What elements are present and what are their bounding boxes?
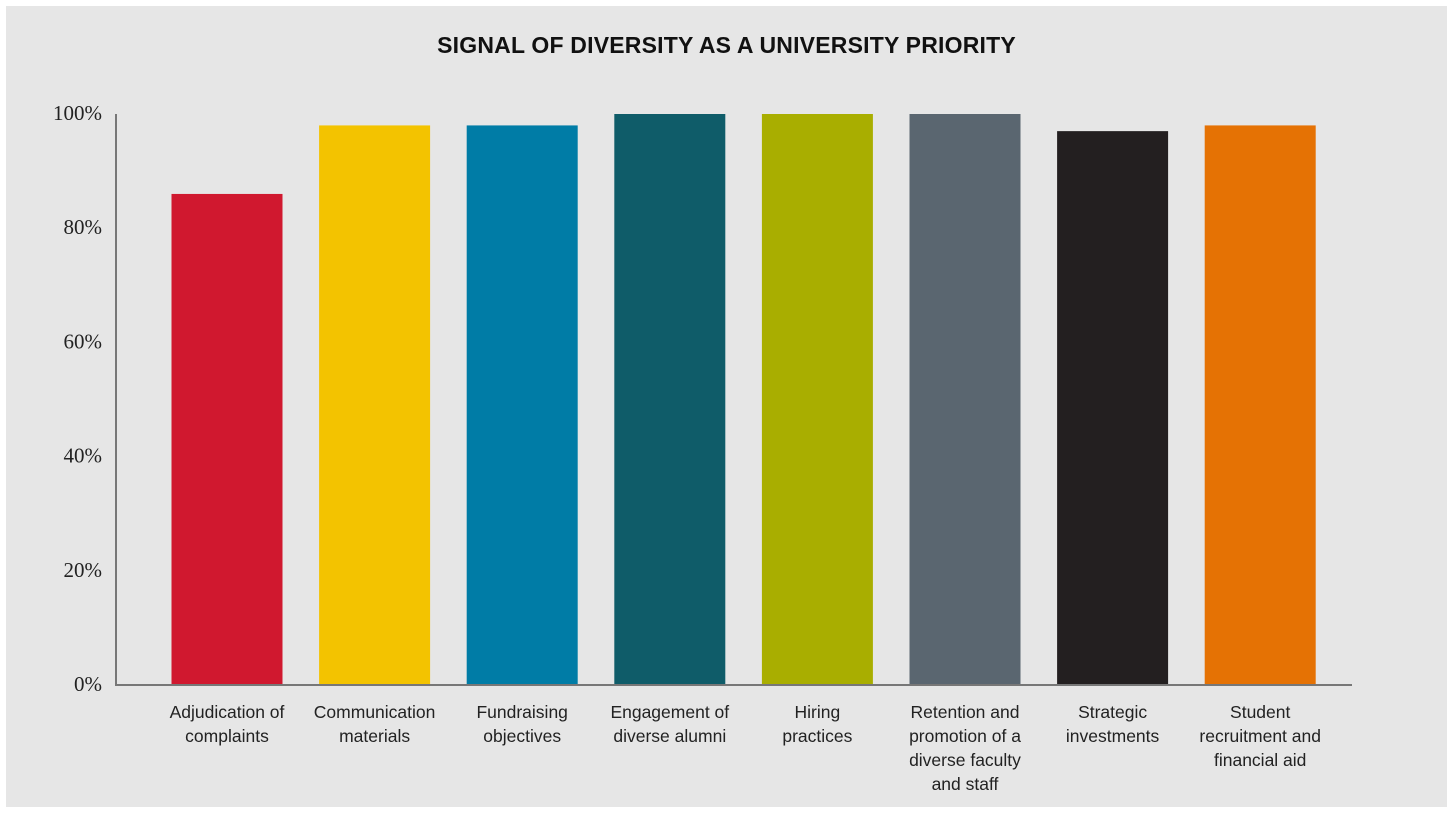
category-label: Engagement of diverse alumni xyxy=(610,702,729,746)
bar-7 xyxy=(1057,131,1169,685)
category-label: Student recruitment and financial aid xyxy=(1199,702,1321,770)
bar-1 xyxy=(171,193,283,685)
y-tick-label: 60% xyxy=(64,329,103,353)
y-tick-label: 80% xyxy=(64,215,103,239)
y-tick-label: 0% xyxy=(74,672,102,696)
category-labels: Adjudication of complaints Communication ma… xyxy=(170,702,1321,794)
y-tick-label: 20% xyxy=(64,558,103,582)
bar-4 xyxy=(614,114,726,685)
category-label: Fundraising objectives xyxy=(476,702,567,746)
bars-group xyxy=(171,114,1316,686)
category-label: Strategic investments xyxy=(1066,702,1160,746)
category-label: Hiring practices xyxy=(782,702,852,746)
y-tick-label: 100% xyxy=(53,101,102,125)
y-tick-label: 40% xyxy=(64,444,103,468)
category-label: Communication materials xyxy=(314,702,436,746)
category-label: Retention and promotion of a diverse facul… xyxy=(909,702,1021,794)
bar-3 xyxy=(466,125,578,686)
chart-title: SIGNAL OF DIVERSITY AS A UNIVERSITY PRIO… xyxy=(437,32,1016,58)
axes-group xyxy=(115,114,1352,686)
y-tick-labels: 0% 20% 40% 60% 80% 100% xyxy=(53,101,102,696)
bar-8 xyxy=(1204,125,1316,686)
bar-6 xyxy=(909,114,1021,685)
bar-2 xyxy=(319,125,431,686)
category-label: Adjudication of complaints xyxy=(170,702,285,746)
bar-5 xyxy=(761,114,873,685)
